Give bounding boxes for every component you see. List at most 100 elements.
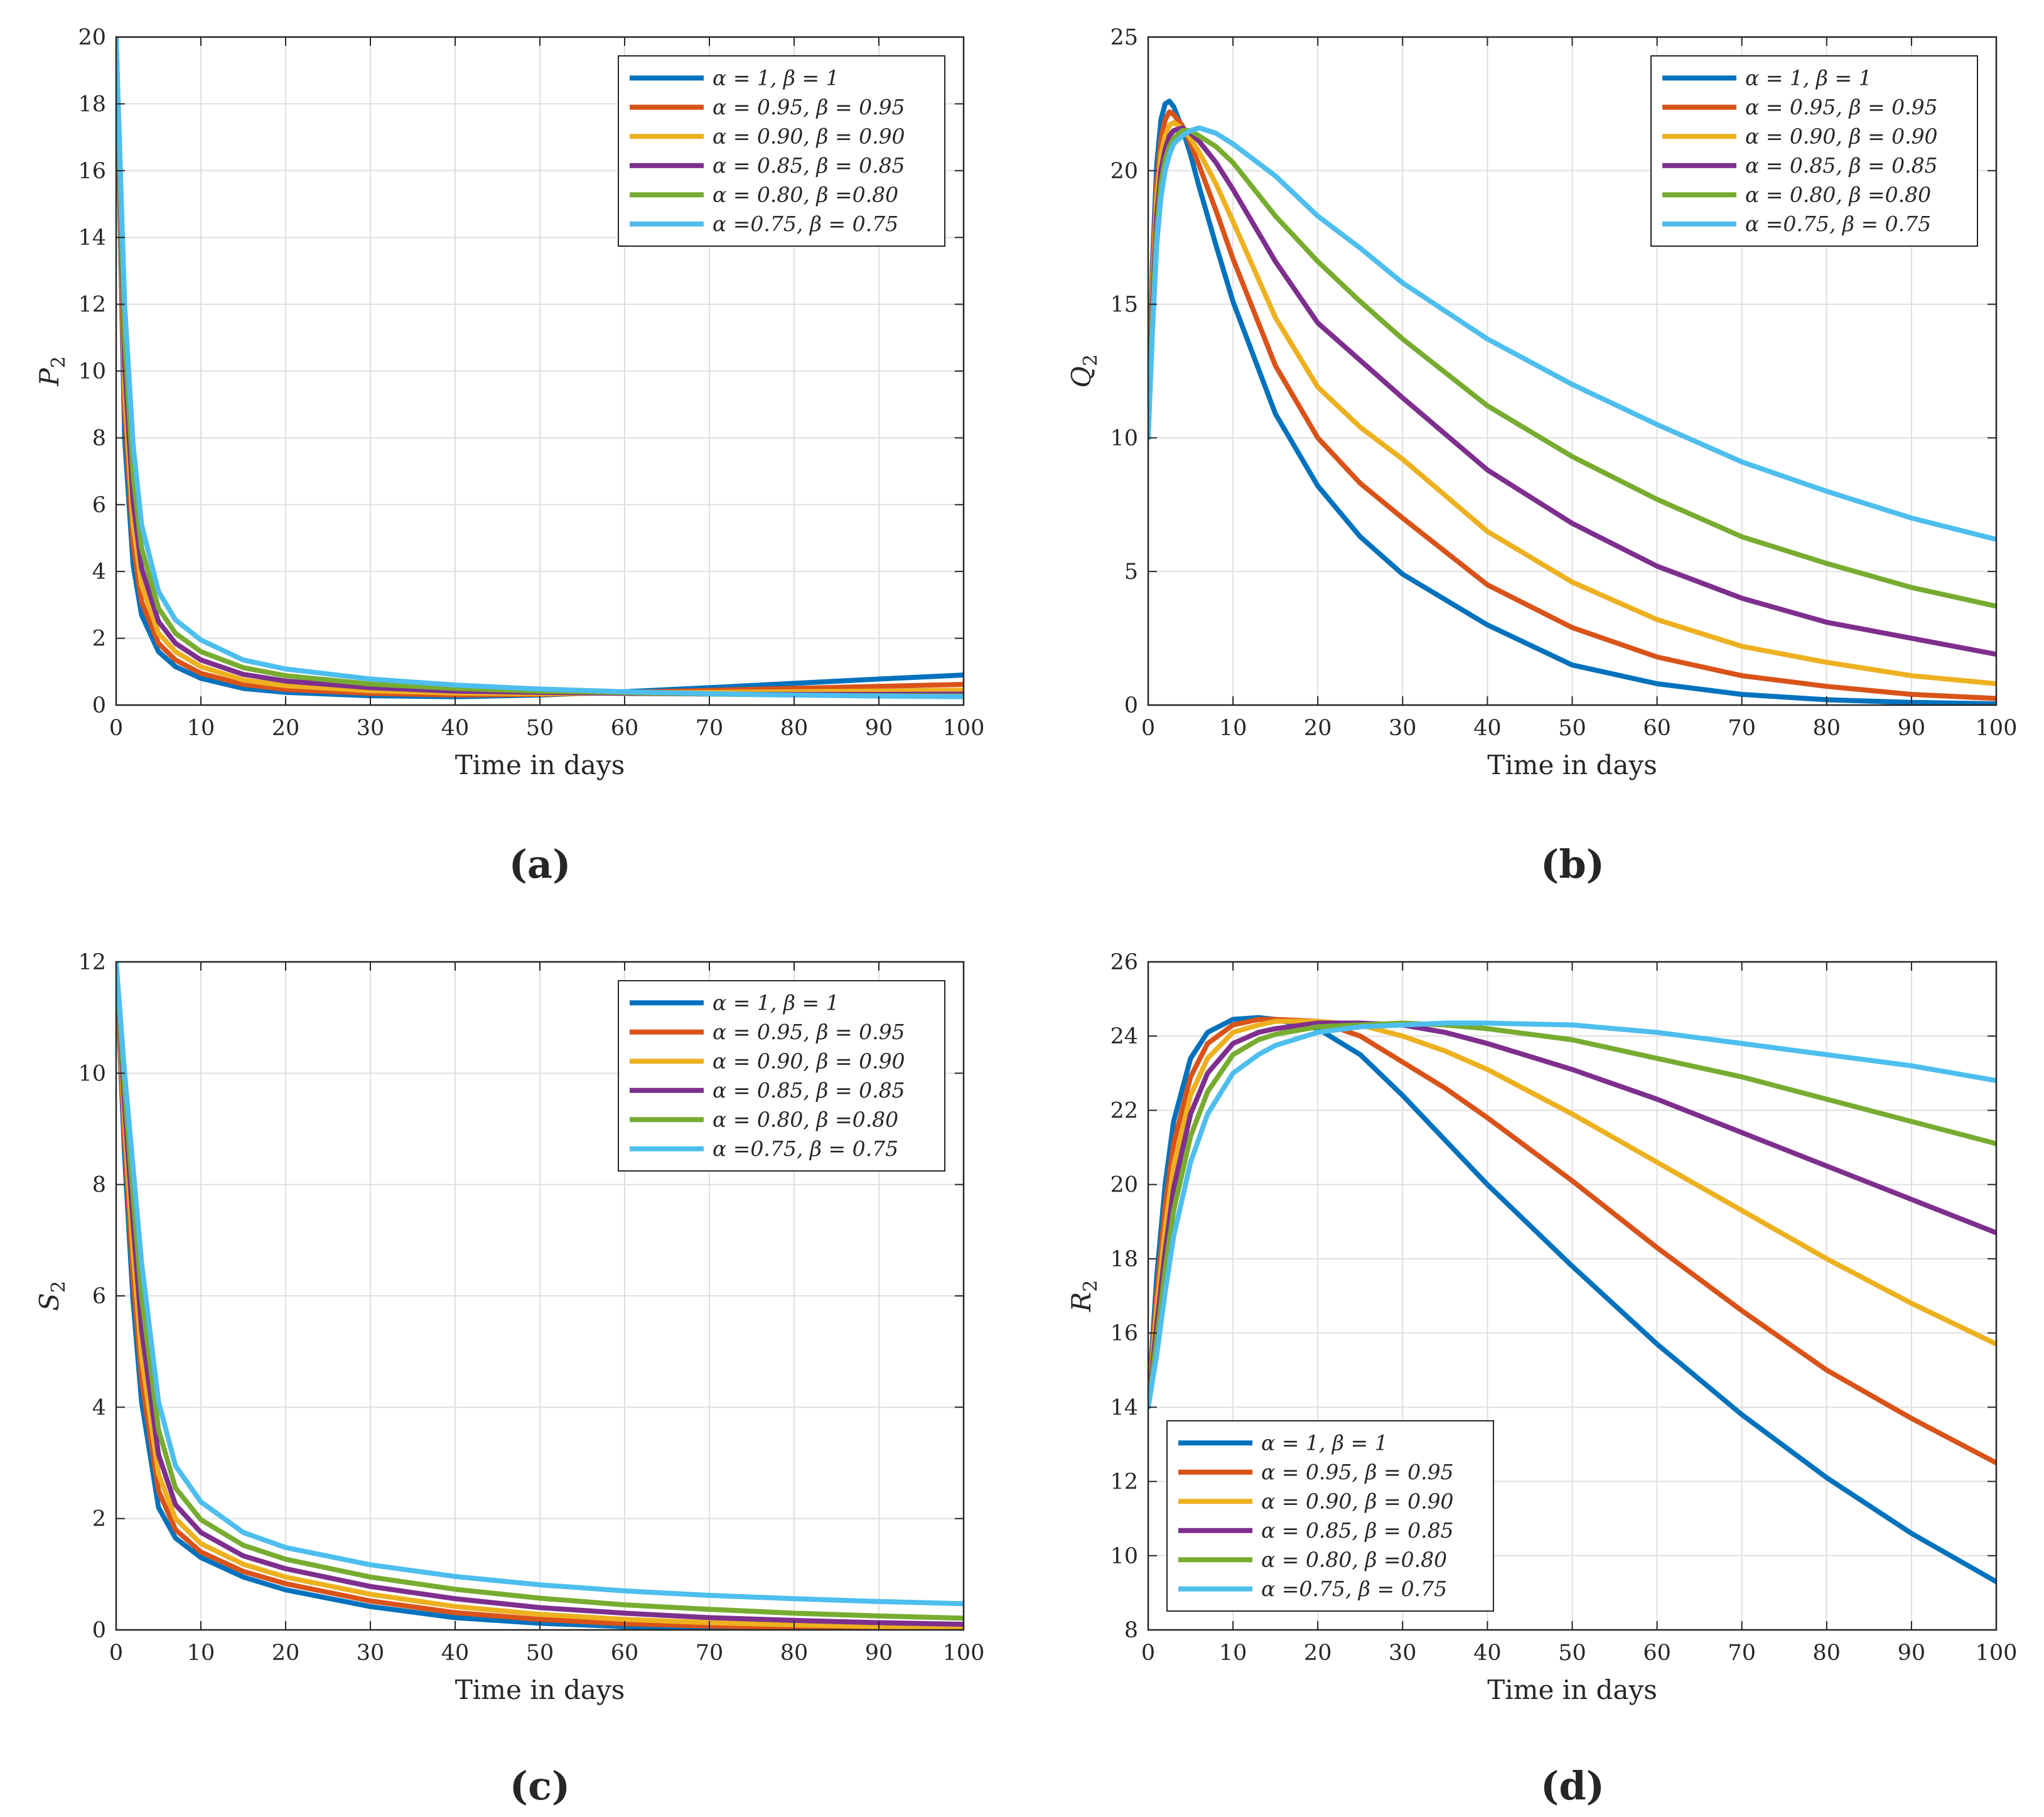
x-tick-label: 70 bbox=[696, 1641, 724, 1666]
series-line bbox=[1148, 1015, 1996, 1585]
y-axis-label-main: R bbox=[1066, 1292, 1097, 1313]
y-tick-label: 22 bbox=[1110, 1098, 1138, 1123]
legend-label: α = 0.85, β = 0.85 bbox=[1745, 153, 1938, 178]
legend-label: α = 0.85, β = 0.85 bbox=[713, 153, 905, 178]
series-line bbox=[1148, 1020, 1996, 1410]
legend-label: α = 0.90, β = 0.90 bbox=[1745, 124, 1938, 148]
x-tick-label: 0 bbox=[1141, 1641, 1155, 1666]
panel-caption: (a) bbox=[509, 841, 571, 887]
y-tick-label: 8 bbox=[92, 426, 106, 451]
legend-label: α = 0.80, β =0.80 bbox=[713, 182, 898, 207]
x-tick-label: 30 bbox=[357, 1641, 385, 1666]
x-tick-label: 80 bbox=[1813, 1641, 1841, 1666]
x-tick-label: 0 bbox=[109, 1641, 123, 1666]
series-line bbox=[1148, 109, 1996, 701]
legend-label: α = 0.85, β = 0.85 bbox=[713, 1078, 905, 1103]
panel-caption: (d) bbox=[1541, 1763, 1605, 1809]
y-tick-label: 0 bbox=[92, 1618, 106, 1643]
chart-panel-a: 0 10 20 30 40 50 60 70 80 90 100 0 2 4 6 8 10 12 14 16 18 20 T… bbox=[34, 25, 984, 887]
y-axis-label: S2 bbox=[34, 1281, 70, 1311]
y-tick-label: 24 bbox=[1110, 1024, 1138, 1049]
y-tick-label: 20 bbox=[1110, 159, 1138, 184]
x-tick-label: 20 bbox=[272, 716, 300, 741]
x-tick-label: 50 bbox=[526, 1641, 554, 1666]
x-tick-label: 30 bbox=[1389, 1641, 1417, 1666]
x-tick-label: 20 bbox=[1304, 716, 1332, 741]
legend-label: α = 0.95, β = 0.95 bbox=[713, 95, 905, 119]
y-tick-label: 2 bbox=[92, 627, 106, 652]
legend-box bbox=[618, 55, 945, 247]
y-axis-label: R2 bbox=[1066, 1280, 1102, 1313]
series-line bbox=[116, 37, 964, 699]
legend-label: α = 0.90, β = 0.90 bbox=[1261, 1489, 1454, 1513]
y-tick-label: 10 bbox=[78, 359, 106, 384]
chart-panel-b: 0 10 20 30 40 50 60 70 80 90 100 0 5 10 15 20 25 Time in … bbox=[1066, 25, 2017, 887]
y-axis-label-sub: 2 bbox=[1080, 1280, 1102, 1292]
y-tick-label: 2 bbox=[92, 1507, 106, 1532]
x-tick-label: 90 bbox=[865, 716, 893, 741]
x-tick-label: 40 bbox=[441, 1641, 470, 1666]
series-line bbox=[1148, 125, 1996, 542]
x-tick-label: 0 bbox=[1141, 716, 1155, 741]
legend: α = 1, β = 1 α = 0.95, β = 0.95 α = 0.90, … bbox=[1166, 1420, 1494, 1612]
y-axis-label-main: Q bbox=[1066, 366, 1097, 387]
x-tick-label: 40 bbox=[441, 716, 470, 741]
y-tick-label: 4 bbox=[92, 1395, 106, 1420]
legend: α = 1, β = 1 α = 0.95, β = 0.95 α = 0.90, … bbox=[618, 980, 945, 1172]
x-tick-label: 20 bbox=[1304, 1641, 1332, 1666]
x-tick-label: 100 bbox=[1976, 716, 2018, 741]
series-line bbox=[116, 962, 964, 1627]
y-tick-label: 12 bbox=[78, 293, 106, 318]
y-tick-label: 10 bbox=[1110, 1544, 1138, 1569]
x-tick-label: 80 bbox=[780, 716, 809, 741]
x-axis-label: Time in days bbox=[455, 750, 625, 780]
legend-label: α = 0.90, β = 0.90 bbox=[713, 1049, 905, 1073]
x-tick-label: 30 bbox=[357, 716, 385, 741]
y-tick-label: 10 bbox=[78, 1061, 106, 1086]
x-tick-label: 60 bbox=[1643, 716, 1671, 741]
legend-label: α = 1, β = 1 bbox=[713, 990, 839, 1015]
x-tick-label: 80 bbox=[1813, 716, 1841, 741]
legend-label: α = 0.95, β = 0.95 bbox=[1745, 95, 1938, 119]
x-tick-label: 100 bbox=[943, 1641, 985, 1666]
series-line bbox=[1148, 1020, 1996, 1410]
y-axis-label-sub: 2 bbox=[48, 356, 70, 368]
y-tick-label: 20 bbox=[78, 25, 106, 50]
y-axis-label-main: P bbox=[34, 368, 65, 387]
x-tick-label: 0 bbox=[109, 716, 123, 741]
x-tick-label: 60 bbox=[1643, 1641, 1671, 1666]
x-axis-label: Time in days bbox=[1487, 750, 1657, 780]
x-tick-label: 50 bbox=[1558, 1641, 1586, 1666]
x-tick-label: 10 bbox=[187, 716, 215, 741]
series-line bbox=[1148, 1020, 1996, 1410]
x-tick-label: 10 bbox=[187, 1641, 215, 1666]
series-line bbox=[1148, 120, 1996, 686]
y-tick-label: 20 bbox=[1110, 1173, 1138, 1198]
y-tick-label: 16 bbox=[78, 159, 106, 184]
x-axis-label: Time in days bbox=[1487, 1674, 1657, 1705]
legend: α = 1, β = 1 α = 0.95, β = 0.95 α = 0.90, … bbox=[618, 55, 945, 247]
y-tick-label: 18 bbox=[78, 92, 106, 117]
x-tick-label: 10 bbox=[1219, 1641, 1247, 1666]
series-line bbox=[116, 962, 964, 1607]
legend-label: α = 0.80, β =0.80 bbox=[1745, 182, 1931, 207]
x-tick-label: 30 bbox=[1389, 716, 1417, 741]
legend-box bbox=[1166, 1420, 1494, 1612]
y-axis-label-main: S bbox=[34, 1293, 65, 1311]
x-tick-label: 40 bbox=[1473, 716, 1502, 741]
series-line bbox=[1148, 99, 1996, 705]
y-tick-label: 4 bbox=[92, 559, 106, 585]
y-tick-label: 14 bbox=[1110, 1395, 1138, 1420]
y-tick-label: 16 bbox=[1110, 1321, 1138, 1346]
legend-label: α =0.75, β = 0.75 bbox=[1261, 1577, 1447, 1601]
legend-label: α =0.75, β = 0.75 bbox=[713, 1136, 898, 1161]
x-tick-label: 50 bbox=[526, 716, 554, 741]
legend-label: α = 0.80, β =0.80 bbox=[1261, 1547, 1447, 1572]
x-tick-label: 100 bbox=[1976, 1641, 2018, 1666]
legend-label: α =0.75, β = 0.75 bbox=[713, 212, 898, 236]
legend-label: α = 1, β = 1 bbox=[713, 65, 839, 90]
legend-label: α = 0.95, β = 0.95 bbox=[1261, 1460, 1454, 1484]
y-tick-label: 6 bbox=[92, 493, 106, 518]
legend-label: α = 0.95, β = 0.95 bbox=[713, 1020, 905, 1044]
